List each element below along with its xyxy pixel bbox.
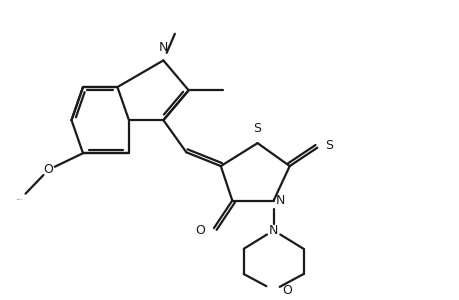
Text: O: O bbox=[44, 163, 53, 176]
Text: S: S bbox=[253, 122, 261, 135]
Text: N: N bbox=[269, 224, 278, 237]
Text: O: O bbox=[195, 224, 204, 237]
Text: O: O bbox=[281, 284, 291, 297]
Text: methoxy: methoxy bbox=[17, 199, 23, 200]
Text: N: N bbox=[275, 194, 285, 207]
Text: S: S bbox=[325, 139, 333, 152]
Text: N: N bbox=[158, 40, 168, 53]
